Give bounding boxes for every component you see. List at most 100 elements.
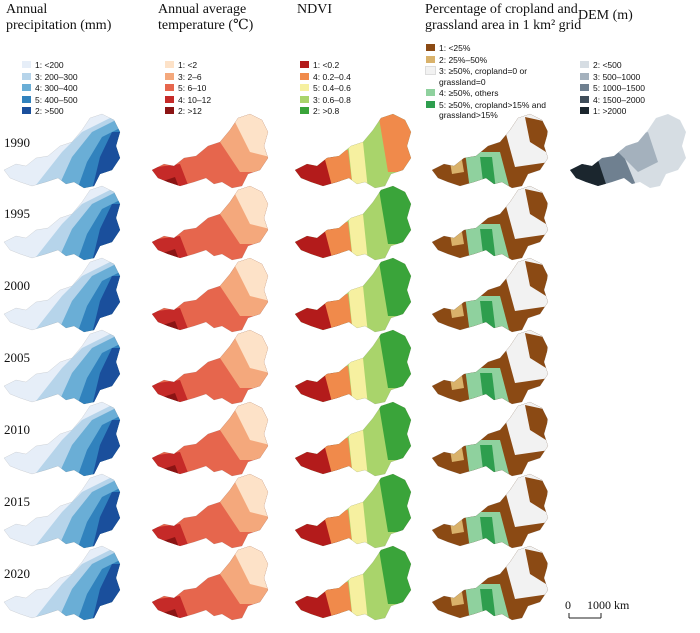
map-crop-2005 (430, 328, 550, 406)
map-temp-2020 (150, 544, 270, 622)
legend-swatch (22, 72, 31, 80)
legend-swatch (426, 89, 435, 96)
year-label: 2020 (4, 566, 30, 581)
legend-item: 2: <500 (580, 60, 690, 71)
legend-item: 5: ≥50%, cropland>15% and grassland>15% (426, 100, 561, 121)
scale-end-label: 1000 km (587, 598, 630, 612)
legend-swatch (580, 61, 589, 68)
scale-bar: 0 1000 km (565, 598, 635, 620)
legend-swatch (580, 72, 589, 80)
map-crop-1990 (430, 112, 550, 190)
map-crop-2015 (430, 472, 550, 550)
legend-crop: 1: <25% 2: 25%–50% 3: ≥50%, cropland=0 o… (425, 43, 561, 122)
map-ndvi-2020 (293, 544, 413, 622)
legend-swatch (165, 84, 174, 91)
legend-swatch (580, 107, 589, 114)
map-crop-2020 (430, 544, 550, 622)
legend-swatch (22, 107, 31, 114)
year-label: 2005 (4, 350, 30, 365)
legend-swatch (580, 95, 589, 103)
map-temp-2010 (150, 400, 270, 478)
legend-item: 4: ≥50%, others (426, 88, 561, 99)
scale-start-label: 0 (565, 598, 571, 612)
title-temp: Annual average temperature (℃) (158, 2, 254, 33)
legend-item: 5: 1000–1500 (580, 83, 690, 94)
legend-item: 5: 0.4–0.6 (300, 83, 410, 94)
legend-swatch (425, 66, 436, 75)
legend-dem: 2: <500 3: 500–1000 5: 1000–1500 4: 1500… (580, 60, 690, 118)
map-crop-2000 (430, 256, 550, 334)
legend-precip: 1: <200 3: 200–300 4: 300–400 5: 400–500… (22, 60, 132, 118)
map-precip-1990 (2, 112, 122, 190)
map-ndvi-1995 (293, 184, 413, 262)
title-dem: DEM (m) (578, 8, 633, 23)
map-temp-1990 (150, 112, 270, 190)
legend-item: 5: 6–10 (165, 83, 275, 94)
title-crop: Percentage of cropland and grassland area… (425, 2, 582, 33)
scale-bar-line (568, 613, 602, 619)
legend-item: 4: 0.2–0.4 (300, 72, 410, 83)
legend-ndvi: 1: <0.2 4: 0.2–0.4 5: 0.4–0.6 3: 0.6–0.8… (300, 60, 410, 118)
map-ndvi-2000 (293, 256, 413, 334)
map-dem (568, 112, 688, 190)
map-precip-2005 (2, 328, 122, 406)
map-temp-2000 (150, 256, 270, 334)
legend-temp: 1: <2 3: 2–6 5: 6–10 4: 10–12 2: >12 (165, 60, 275, 118)
legend-item: 1: <25% (426, 43, 561, 54)
map-precip-2010 (2, 400, 122, 478)
title-ndvi: NDVI (297, 2, 332, 17)
legend-item: 5: 400–500 (22, 95, 132, 106)
legend-swatch (165, 95, 174, 103)
map-crop-2010 (430, 400, 550, 478)
legend-swatch (300, 95, 309, 103)
legend-swatch (300, 107, 309, 114)
map-precip-2000 (2, 256, 122, 334)
legend-swatch (22, 61, 31, 68)
map-precip-2020 (2, 544, 122, 622)
map-ndvi-2010 (293, 400, 413, 478)
map-crop-1995 (430, 184, 550, 262)
legend-swatch (165, 61, 174, 68)
year-label: 2010 (4, 422, 30, 437)
legend-item: 3: ≥50%, cropland=0 or grassland=0 (425, 66, 561, 87)
legend-item: 4: 10–12 (165, 95, 275, 106)
legend-item: 2: 25%–50% (426, 55, 561, 66)
legend-item: 3: 500–1000 (580, 72, 690, 83)
legend-swatch (165, 72, 174, 80)
legend-swatch (580, 84, 589, 91)
year-label: 1990 (4, 135, 30, 150)
map-ndvi-1990 (293, 112, 413, 190)
map-precip-2015 (2, 472, 122, 550)
map-ndvi-2015 (293, 472, 413, 550)
legend-swatch (426, 55, 435, 63)
legend-item: 3: 200–300 (22, 72, 132, 83)
legend-item: 2: >12 (165, 106, 275, 117)
legend-item: 2: >500 (22, 106, 132, 117)
legend-swatch (300, 61, 309, 68)
legend-item: 4: 300–400 (22, 83, 132, 94)
legend-swatch (426, 100, 435, 108)
title-precip: Annual precipitation (mm) (6, 2, 112, 33)
map-precip-1995 (2, 184, 122, 262)
legend-item: 1: >2000 (580, 106, 690, 117)
year-label: 2000 (4, 278, 30, 293)
map-temp-2005 (150, 328, 270, 406)
legend-swatch (22, 95, 31, 103)
year-label: 1995 (4, 206, 30, 221)
legend-item: 1: <2 (165, 60, 275, 71)
year-label: 2015 (4, 494, 30, 509)
legend-swatch (22, 84, 31, 91)
legend-swatch (300, 72, 309, 80)
legend-item: 3: 0.6–0.8 (300, 95, 410, 106)
legend-swatch (165, 107, 174, 114)
legend-item: 1: <0.2 (300, 60, 410, 71)
legend-item: 1: <200 (22, 60, 132, 71)
legend-item: 2: >0.8 (300, 106, 410, 117)
map-temp-2015 (150, 472, 270, 550)
legend-swatch (426, 44, 435, 51)
legend-item: 4: 1500–2000 (580, 95, 690, 106)
map-temp-1995 (150, 184, 270, 262)
map-ndvi-2005 (293, 328, 413, 406)
legend-swatch (300, 84, 309, 91)
legend-item: 3: 2–6 (165, 72, 275, 83)
